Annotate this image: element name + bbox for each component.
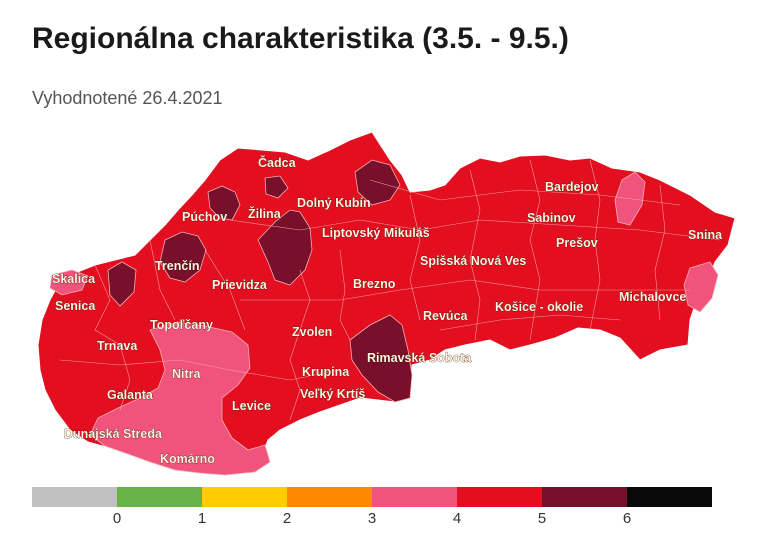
label-cadca: Čadca bbox=[258, 155, 297, 170]
legend-segment-5 bbox=[457, 487, 542, 507]
label-dolny-kubin: Dolný Kubín bbox=[297, 196, 371, 210]
legend-segment-2 bbox=[202, 487, 287, 507]
label-prievidza: Prievidza bbox=[212, 278, 268, 292]
district-borders bbox=[59, 159, 721, 421]
district-tvrdosin bbox=[354, 159, 401, 206]
legend-segment-7 bbox=[627, 487, 712, 507]
district-skalica-shape bbox=[49, 269, 89, 296]
evaluation-date: Vyhodnotené 26.4.2021 bbox=[32, 88, 223, 108]
label-michalovce: Michalovce bbox=[619, 290, 686, 304]
label-bardejov: Bardejov bbox=[545, 180, 599, 194]
legend-tick-5: 5 bbox=[537, 510, 547, 527]
legend-segment-0 bbox=[32, 487, 117, 507]
label-snina: Snina bbox=[688, 228, 723, 242]
label-revuca: Revúca bbox=[423, 309, 469, 323]
legend-segment-1 bbox=[117, 487, 202, 507]
label-levice: Levice bbox=[232, 399, 271, 413]
district-myjava bbox=[107, 261, 137, 307]
label-nitra: Nitra bbox=[172, 367, 202, 381]
label-komarno: Komárno bbox=[160, 452, 215, 466]
district-bytca bbox=[207, 185, 241, 221]
label-zvolen: Zvolen bbox=[292, 325, 332, 339]
label-rimavska-sobota: Rimavská Sobota bbox=[367, 351, 472, 365]
legend-tick-1: 1 bbox=[197, 510, 207, 527]
district-sobrance bbox=[683, 261, 719, 313]
label-zilina: Žilina bbox=[248, 206, 282, 221]
legend-tick-6: 6 bbox=[622, 510, 632, 527]
label-skalica: Skalica bbox=[52, 272, 96, 286]
label-topolcany: Topoľčany bbox=[150, 318, 213, 332]
legend-tick-4: 4 bbox=[452, 510, 462, 527]
district-turcianske-teplice bbox=[257, 209, 313, 286]
map-title: Regionálna charakteristika (3.5. - 9.5.) bbox=[32, 22, 569, 55]
label-kosice-okolie: Košice - okolie bbox=[495, 300, 583, 314]
district-kysucke-nove-mesto bbox=[264, 175, 289, 199]
legend-tick-3: 3 bbox=[367, 510, 377, 527]
label-krupina: Krupina bbox=[302, 365, 350, 379]
label-presov: Prešov bbox=[556, 236, 598, 250]
label-trencin: Trenčín bbox=[155, 259, 199, 273]
label-dunajska-streda: Dunajská Streda bbox=[64, 427, 163, 441]
label-spisska-nova-ves: Spišská Nová Ves bbox=[420, 254, 526, 268]
label-liptovsky-mikulas: Liptovský Mikuláš bbox=[322, 226, 430, 240]
label-brezno: Brezno bbox=[353, 277, 396, 291]
legend-tick-2: 2 bbox=[282, 510, 292, 527]
legend-segment-6 bbox=[542, 487, 627, 507]
legend-tick-0: 0 bbox=[112, 510, 122, 527]
label-galanta: Galanta bbox=[107, 388, 154, 402]
color-legend bbox=[32, 487, 712, 507]
district-rimavska-sobota-shape bbox=[349, 314, 413, 403]
label-sabinov: Sabinov bbox=[527, 211, 576, 225]
district-trencin-dark bbox=[159, 231, 207, 283]
legend-segment-3 bbox=[287, 487, 372, 507]
label-velky-krtis: Veľký Krtíš bbox=[300, 387, 365, 401]
label-puchov: Púchov bbox=[182, 210, 227, 224]
label-trnava: Trnava bbox=[97, 339, 138, 353]
legend-ticks: 0 1 2 3 4 5 6 bbox=[32, 510, 712, 530]
label-senica: Senica bbox=[55, 299, 96, 313]
legend-segment-4 bbox=[372, 487, 457, 507]
district-nitra-region-pink bbox=[89, 321, 271, 476]
district-labels: Čadca Púchov Žilina Dolný Kubín Trenčín … bbox=[52, 155, 724, 467]
